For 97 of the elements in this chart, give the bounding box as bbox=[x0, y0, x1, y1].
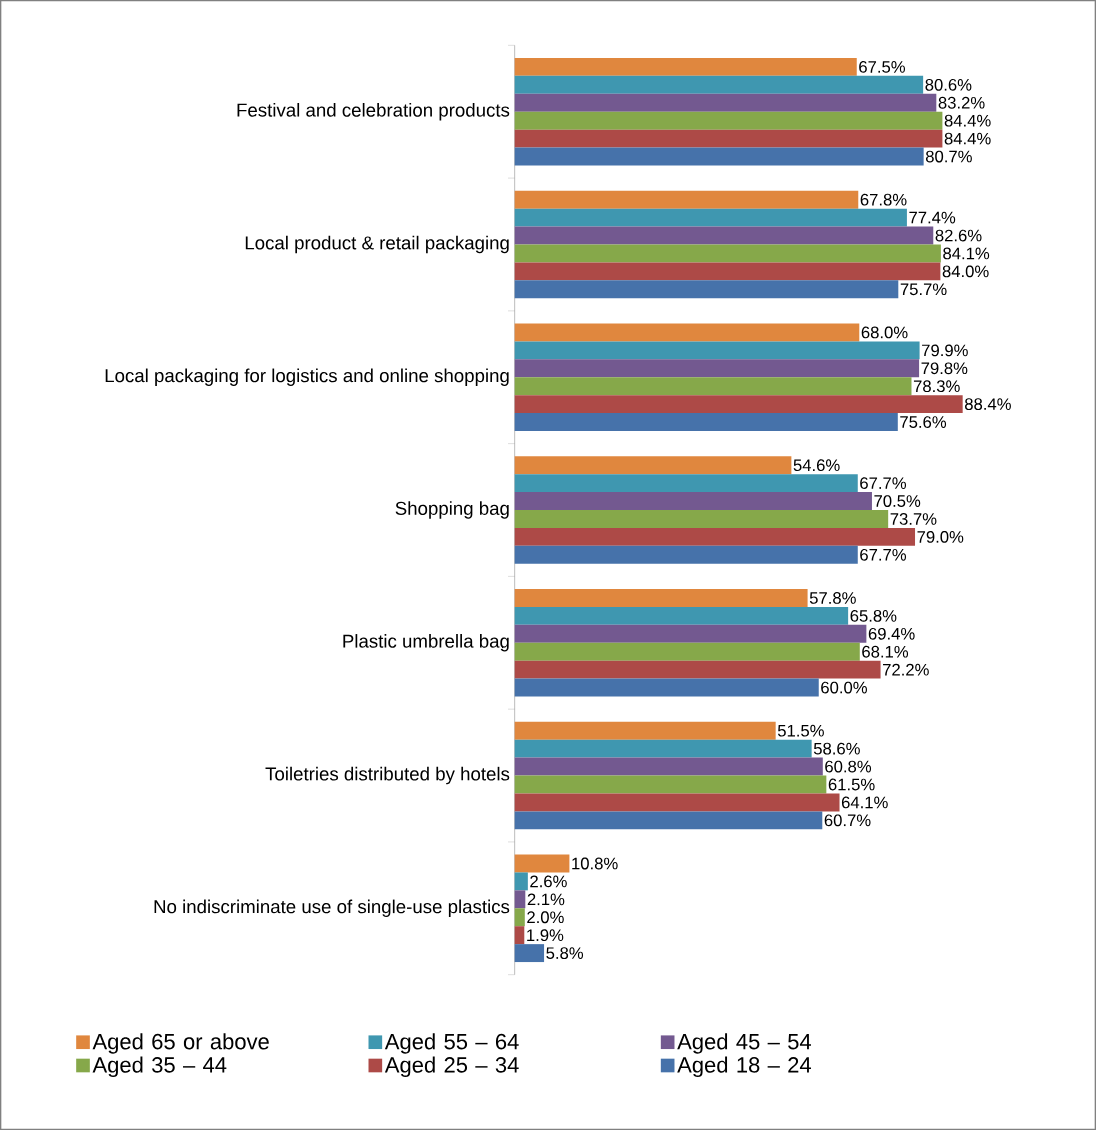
bar bbox=[514, 456, 792, 475]
data-label: 65.8% bbox=[850, 609, 897, 622]
data-label: 82.6% bbox=[935, 229, 982, 242]
bar bbox=[514, 75, 924, 94]
bar bbox=[514, 739, 812, 758]
legend-label: Aged 65 or above bbox=[92, 1033, 269, 1054]
y-tick-label: Festival and celebration products bbox=[237, 103, 510, 121]
bar bbox=[514, 111, 943, 130]
data-label: 67.7% bbox=[860, 477, 907, 490]
bar bbox=[514, 811, 823, 830]
data-label: 54.6% bbox=[793, 459, 840, 472]
bar bbox=[514, 757, 823, 776]
bar bbox=[514, 359, 920, 378]
data-label: 69.4% bbox=[868, 627, 915, 640]
bar bbox=[514, 678, 819, 697]
bar bbox=[514, 323, 860, 342]
bar bbox=[514, 642, 860, 661]
data-label: 67.8% bbox=[860, 193, 907, 206]
data-label: 84.1% bbox=[943, 247, 990, 260]
data-label: 10.8% bbox=[572, 857, 618, 870]
data-label: 60.8% bbox=[825, 760, 872, 773]
data-label: 60.0% bbox=[821, 681, 867, 694]
bar bbox=[514, 872, 528, 891]
legend-label: Aged 25 – 34 bbox=[384, 1056, 519, 1078]
bar bbox=[514, 147, 924, 166]
data-label: 61.5% bbox=[828, 778, 875, 791]
bar bbox=[514, 606, 849, 625]
data-label: 60.7% bbox=[824, 814, 871, 827]
bar bbox=[514, 527, 916, 546]
legend-label: Aged 55 – 64 bbox=[384, 1033, 519, 1054]
data-label: 84.4% bbox=[944, 132, 991, 145]
legend-label: Aged 35 – 44 bbox=[92, 1056, 227, 1078]
bar bbox=[514, 208, 907, 227]
bar bbox=[514, 721, 776, 740]
bar bbox=[514, 926, 525, 945]
data-label: 70.5% bbox=[874, 495, 921, 507]
bar bbox=[514, 262, 941, 281]
bar bbox=[514, 244, 941, 263]
data-label: 67.7% bbox=[860, 548, 907, 561]
data-label: 88.4% bbox=[965, 398, 1011, 411]
bar bbox=[514, 377, 912, 396]
bar bbox=[514, 190, 859, 209]
y-tick-label: Shopping bag bbox=[395, 501, 509, 519]
data-label: 64.1% bbox=[841, 796, 888, 809]
y-tick-label: Plastic umbrella bag bbox=[343, 634, 509, 652]
y-tick-label: Local packaging for logistics and online shopping bbox=[105, 368, 509, 386]
y-tick-label: Local product & retail packaging bbox=[245, 235, 509, 254]
bar bbox=[514, 57, 857, 76]
bar bbox=[514, 890, 526, 909]
y-tick-label: Toiletries distributed by hotels bbox=[265, 766, 510, 785]
bar bbox=[514, 93, 937, 112]
data-label: 77.4% bbox=[909, 211, 956, 224]
bar bbox=[514, 395, 963, 414]
data-label: 80.7% bbox=[925, 150, 972, 163]
bar bbox=[514, 589, 808, 607]
data-label: 84.4% bbox=[944, 114, 991, 127]
bar bbox=[514, 854, 570, 873]
data-label: 68.0% bbox=[861, 326, 908, 339]
data-label: 67.5% bbox=[859, 61, 906, 73]
bar bbox=[514, 129, 943, 148]
legend-label: Aged 18 – 24 bbox=[677, 1056, 812, 1078]
data-label: 57.8% bbox=[809, 592, 856, 604]
data-label: 2.6% bbox=[530, 875, 567, 888]
bar bbox=[514, 793, 840, 812]
data-label: 58.6% bbox=[813, 742, 860, 755]
bar bbox=[514, 341, 920, 360]
bar bbox=[514, 226, 934, 245]
bar bbox=[514, 775, 827, 794]
bar bbox=[514, 492, 872, 510]
data-label: 51.5% bbox=[777, 724, 824, 737]
bar bbox=[514, 624, 867, 643]
bar bbox=[514, 660, 881, 679]
data-label: 68.1% bbox=[862, 645, 909, 658]
data-label: 83.2% bbox=[938, 96, 985, 109]
data-label: 75.7% bbox=[900, 283, 947, 296]
legend-label: Aged 45 – 54 bbox=[677, 1033, 812, 1054]
data-label: 79.9% bbox=[922, 344, 968, 357]
data-label: 73.7% bbox=[890, 513, 937, 525]
data-label: 79.8% bbox=[921, 362, 968, 375]
data-label: 78.3% bbox=[913, 380, 960, 393]
bar bbox=[514, 944, 545, 963]
bar bbox=[514, 280, 899, 299]
data-label: 79.0% bbox=[917, 531, 964, 543]
bar bbox=[514, 908, 525, 927]
bar bbox=[514, 510, 889, 528]
data-label: 84.0% bbox=[942, 265, 989, 278]
data-label: 80.6% bbox=[925, 78, 972, 91]
data-label: 72.2% bbox=[883, 663, 929, 676]
bar bbox=[514, 474, 858, 493]
bar bbox=[514, 413, 898, 432]
bar bbox=[514, 545, 858, 564]
data-label: 75.6% bbox=[900, 416, 947, 428]
data-label: 2.1% bbox=[527, 893, 565, 906]
data-label: 5.8% bbox=[546, 947, 584, 959]
y-tick-label: No indiscriminate use of single-use plastics bbox=[154, 899, 510, 917]
data-label: 1.9% bbox=[527, 929, 564, 942]
data-label: 2.0% bbox=[527, 911, 564, 924]
